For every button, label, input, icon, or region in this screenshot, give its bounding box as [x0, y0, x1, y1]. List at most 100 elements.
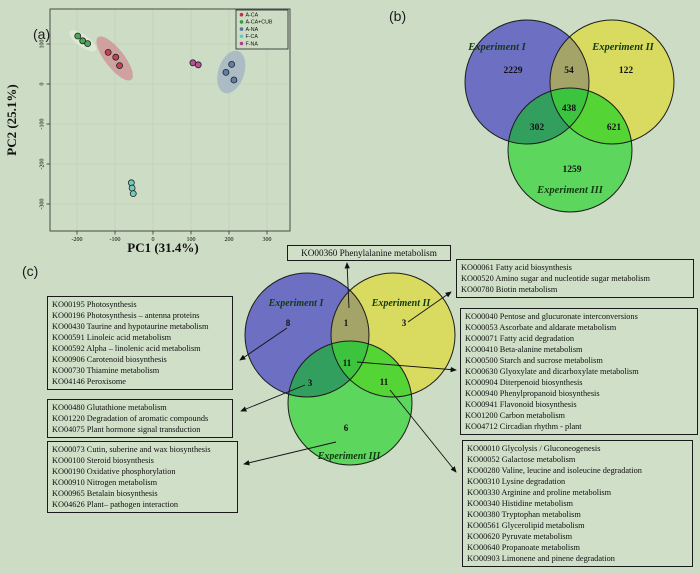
ko-pathway-item: KO04075 Plant hormone signal transductio… — [52, 425, 201, 434]
ko-pathway-item: KO00330 Arginine and proline metabolism — [467, 488, 612, 497]
venn-c-outline-1 — [244, 272, 370, 398]
venn-c-set-label-2: Experiment II — [371, 298, 432, 309]
ko-pathway-item: KO00061 Fatty acid biosynthesis — [461, 263, 572, 272]
x-axis-title: PC1 (31.4%) — [127, 240, 199, 255]
ko-pathway-item: KO00340 Histidine metabolism — [467, 499, 574, 508]
ko-pathway-item: KO00480 Glutathione metabolism — [52, 403, 167, 412]
venn-diagram-c: Experiment I Experiment II Experiment II… — [244, 272, 456, 466]
pathway-box-i-ii: KO00360 Phenylalanine metabolism — [287, 245, 451, 261]
ko-pathway-item: KO00280 Valine, leucine and isoleucine d… — [467, 466, 642, 475]
ko-pathway-item: KO04146 Peroxisome — [52, 377, 126, 386]
legend-dot-A-NA — [239, 27, 244, 31]
legend-dot-A-CA — [239, 12, 244, 17]
venn-b-region-ii-iii — [550, 88, 632, 144]
ko-pathway-item: KO00071 Fatty acid degradation — [465, 334, 574, 343]
data-point-F-CA — [128, 184, 136, 192]
ko-pathway-item: KO00904 Diterpenoid biosynthesis — [465, 378, 583, 387]
data-point-A-NA — [222, 69, 230, 76]
legend-label: A-CA — [246, 13, 259, 19]
venn-b-count-i-ii: 54 — [564, 66, 574, 76]
data-point-A-NA — [230, 76, 238, 84]
venn-c-count-ii-only: 3 — [402, 318, 407, 328]
venn-c-count-i-only: 8 — [286, 318, 291, 328]
panel-label-b: (b) — [389, 8, 407, 24]
pathway-box-i-iii: KO00480 Glutathione metabolism KO01220 De… — [47, 399, 233, 438]
data-point-A-CA — [104, 49, 112, 56]
venn-c-region-i-iii — [288, 341, 369, 397]
ko-pathway-item: KO00053 Ascorbate and aldarate metabolis… — [465, 323, 617, 332]
ko-pathway-item: KO00592 Alpha – linolenic acid metabolis… — [52, 344, 201, 353]
pca-axis-ticks: -200 -100 0 100 200 300 100 0 -100 -200 -300 — [40, 40, 272, 244]
ko-pathway-item: KO00730 Thiamine metabolism — [52, 366, 160, 375]
legend-dot-F-CA — [239, 34, 244, 39]
venn-c-outline-2 — [330, 272, 456, 398]
tick-label-y: -200 — [40, 159, 46, 170]
ko-pathway-item: KO01220 Degradation of aromatic compound… — [52, 414, 209, 423]
pathway-box-exp2-only: KO00061 Fatty acid biosynthesis KO00520 A… — [456, 259, 694, 298]
ko-pathway-item: KO00010 Glycolysis / Gluconeogenesis — [467, 444, 601, 453]
legend-label: A-NA — [246, 27, 259, 33]
tick-label-x: 100 — [187, 237, 196, 243]
ko-pathway-item: KO00100 Steroid biosynthesis — [52, 456, 154, 465]
venn-c-set-label-1: Experiment I — [268, 298, 325, 309]
ko-pathway-item: KO00040 Pentose and glucuronate intercon… — [465, 312, 638, 321]
ko-pathway-item: KO00561 Glycerolipid metabolism — [467, 521, 585, 530]
data-point-A-CA — [112, 53, 120, 61]
ko-pathway-item: KO00965 Betalain biosynthesis — [52, 489, 158, 498]
venn-c-count-iii-only: 6 — [344, 423, 349, 433]
ko-pathway-item: KO00380 Tryptophan metabolism — [467, 510, 581, 519]
venn-b-outline-1 — [464, 19, 590, 145]
legend-label: F-NA — [246, 41, 259, 47]
ko-pathway-item: KO04712 Circadian rhythm - plant — [465, 422, 582, 431]
ko-pathway-item: KO00196 Photosynthesis – antenna protein… — [52, 311, 200, 320]
venn-c-count-i-ii: 1 — [344, 318, 349, 328]
venn-b-count-i-iii: 302 — [530, 123, 545, 133]
arrow-to-exp2-box — [407, 291, 452, 323]
connector-arrows — [239, 262, 457, 473]
data-point-A-CA — [116, 62, 123, 69]
ko-pathway-item: KO00500 Starch and sucrose metabolism — [465, 356, 603, 365]
pathway-box-exp1-only: KO00195 Photosynthesis KO00196 Photosynth… — [47, 296, 233, 390]
pca-data-points — [74, 32, 238, 198]
cluster-ellipse — [217, 50, 246, 94]
ko-pathway-item: KO00410 Beta-alanine metabolism — [465, 345, 583, 354]
ko-pathway-item: KO00190 Oxidative phosphorylation — [52, 467, 176, 476]
legend-label: A-CA+CUB — [246, 20, 273, 26]
tick-label-x: -200 — [72, 237, 83, 243]
venn-c-count-i-iii: 3 — [308, 378, 313, 388]
ko-pathway-item: KO00910 Nitrogen metabolism — [52, 478, 158, 487]
venn-c-count-ii-iii: 11 — [380, 377, 389, 387]
ko-pathway-item: KO00310 Lysine degradation — [467, 477, 566, 486]
data-point-A-NA — [228, 61, 236, 68]
arrow-to-exp1-box — [239, 327, 288, 361]
ko-pathway-item: KO01200 Carbon metabolism — [465, 411, 566, 420]
pathway-box-ii-iii: KO00010 Glycolysis / Gluconeogenesis KO00… — [462, 440, 693, 567]
venn-diagram-b: Experiment I Experiment II Experiment II… — [464, 19, 675, 213]
tick-label-y: 100 — [40, 40, 46, 49]
venn-c-outline-3 — [287, 340, 413, 466]
ko-pathway-item: KO00195 Photosynthesis — [52, 300, 137, 309]
y-axis-title: PC2 (25.1%) — [4, 84, 19, 156]
venn-b-outline-3 — [507, 87, 633, 213]
ko-pathway-item: KO00941 Flavonoid biosynthesis — [465, 400, 577, 409]
venn-b-count-ii-only: 122 — [619, 66, 634, 76]
ko-pathway-item: KO00940 Phenylpropanoid biosynthesis — [465, 389, 600, 398]
venn-b-set-label-1: Experiment I — [467, 42, 526, 53]
data-point-A-CA+CUB — [74, 32, 82, 40]
venn-b-set-label-2: Experiment II — [591, 42, 654, 53]
tick-label-y: 0 — [40, 83, 46, 86]
legend-dot-F-NA — [239, 41, 244, 46]
ko-pathway-item: KO00360 Phenylalanine metabolism — [301, 248, 437, 258]
ko-pathway-item: KO00906 Carotenoid biosynthesis — [52, 355, 167, 364]
venn-c-count-center: 11 — [343, 358, 352, 368]
tick-label-y: -100 — [40, 119, 46, 130]
ko-pathway-item: KO00620 Pyruvate metabolism — [467, 532, 573, 541]
pathway-box-exp3-only: KO00073 Cutin, suberine and wax biosynth… — [47, 441, 238, 513]
pca-plot-border — [49, 8, 291, 232]
venn-b-count-iii-only: 1259 — [563, 165, 582, 175]
data-point-F-NA — [194, 61, 202, 69]
legend-box — [235, 9, 289, 50]
tick-label-x: 300 — [263, 237, 272, 243]
